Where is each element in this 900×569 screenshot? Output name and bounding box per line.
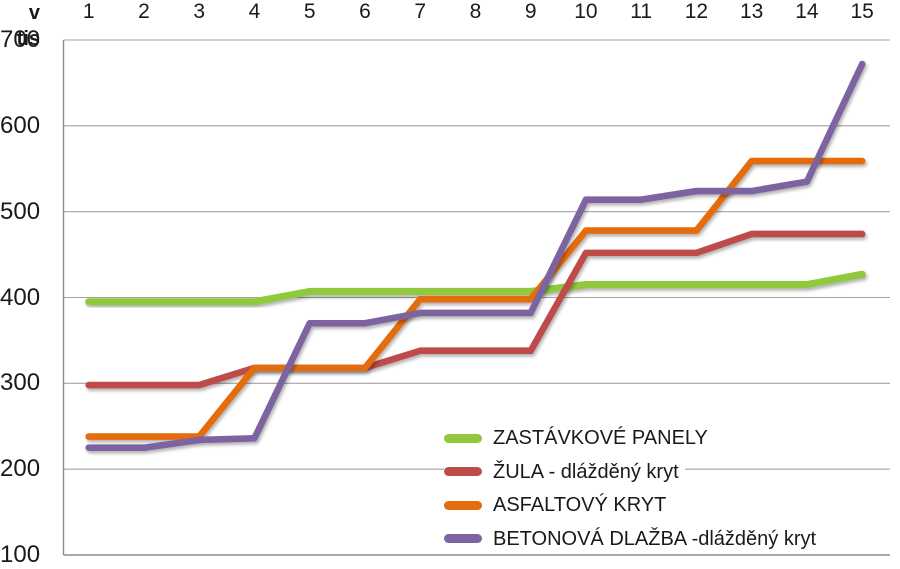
legend-swatch-icon <box>444 433 482 443</box>
y-axis-tick-label: 100 <box>0 541 41 568</box>
x-axis-tick-label: 1 <box>82 0 95 23</box>
x-axis-tick-label: 13 <box>740 0 764 23</box>
x-axis-tick-label: 9 <box>524 0 537 23</box>
x-axis-tick-label: 14 <box>795 0 819 23</box>
x-axis-tick-label: 11 <box>630 0 653 23</box>
y-axis-tick-label: 600 <box>0 111 41 139</box>
x-axis-tick-label: 5 <box>303 0 316 23</box>
x-axis-tick-label: 4 <box>248 0 261 23</box>
x-axis-tick-label: 2 <box>138 0 150 23</box>
y-axis-tick-label: 200 <box>0 455 41 483</box>
legend-label: BETONOVÁ DLAŽBA -dlážděný kryt <box>493 527 817 550</box>
legend-label: ZASTÁVKOVÉ PANELY <box>493 427 708 449</box>
y-axis-title: v tis <box>16 2 40 50</box>
legend-swatch-icon <box>444 534 482 544</box>
legend-row: BETONOVÁ DLAŽBA -dlážděný kryt <box>444 523 823 554</box>
series-line-zula-dlazdeny-kryt <box>85 230 866 389</box>
series-line-asfaltovy-kryt <box>85 157 866 440</box>
x-axis-tick-label: 6 <box>359 0 371 23</box>
legend-row: ZASTÁVKOVÉ PANELY <box>444 423 714 453</box>
y-axis-tick-label: 500 <box>0 197 41 225</box>
legend-row: ASFALTOVÝ KRYT <box>444 490 673 521</box>
x-axis-tick-label: 12 <box>684 0 709 23</box>
legend-label: ASFALTOVÝ KRYT <box>493 494 667 517</box>
legend-swatch-icon <box>444 467 482 477</box>
x-axis-tick-label: 3 <box>193 0 206 23</box>
legend-swatch-icon <box>444 500 482 510</box>
series-line-betonova-dlazba <box>85 60 866 452</box>
series-line-zastavkove-panely <box>85 270 866 306</box>
y-axis-tick-label: 700 <box>0 26 41 53</box>
y-axis-tick-label: 300 <box>0 369 41 397</box>
x-axis-tick-label: 7 <box>414 0 427 23</box>
x-axis-tick-label: 15 <box>850 0 874 23</box>
legend-label: ŽULA - dlážděný kryt <box>493 460 679 483</box>
x-axis-tick-label: 8 <box>469 0 482 23</box>
x-axis-tick-label: 10 <box>574 0 598 23</box>
y-axis-tick-label: 400 <box>0 283 41 311</box>
legend-row: ŽULA - dlážděný kryt <box>444 456 685 487</box>
